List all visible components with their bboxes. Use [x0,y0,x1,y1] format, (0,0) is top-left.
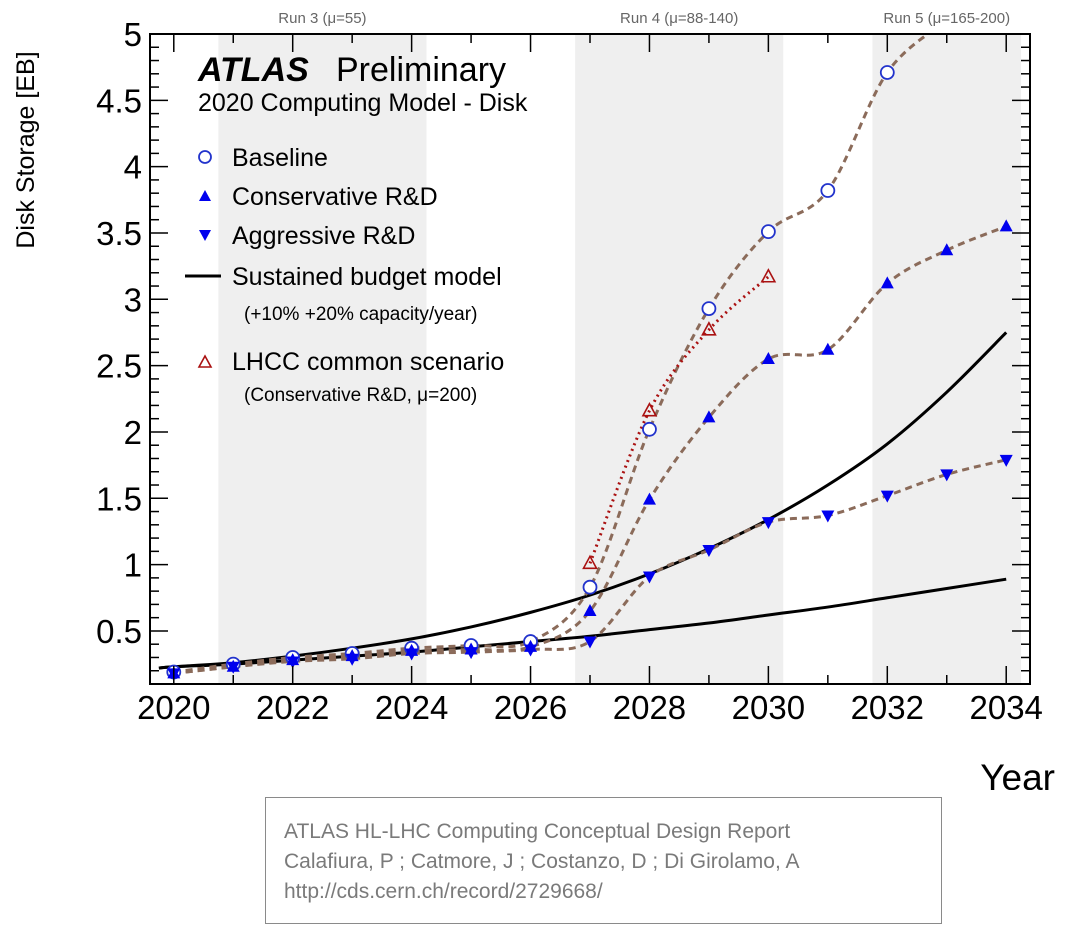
point-aggressive-r-d [226,661,240,674]
point-aggressive-r-d [405,648,419,661]
point-lhcc-common-scenario [701,321,717,336]
legend-lhcc: LHCC common scenario (Conservative R&D, … [197,348,504,406]
point-aggressive-r-d [286,656,300,669]
y-tick-label: 1.5 [96,480,142,517]
x-tick-label: 2024 [375,689,448,726]
legend-aggressive: Aggressive R&D [199,222,415,250]
legend-sublabel: (Conservative R&D, μ=200) [244,385,477,406]
point-lhcc-common-scenario [641,402,658,417]
x-axis-label: Year [980,757,1055,790]
y-tick-label: 0.5 [96,613,142,650]
y-tick-label: 2 [124,414,142,451]
legend-baseline: Baseline [198,144,328,172]
title-preliminary: Preliminary [336,51,506,89]
point-conservative-r-d [642,492,656,505]
run-label: Run 3 (μ=55) [278,10,366,27]
legend-label: LHCC common scenario [232,348,504,376]
y-tick-label: 5 [124,16,142,53]
point-conservative-r-d [821,342,835,355]
y-tick-label: 3.5 [96,215,142,252]
run-label: Run 4 (μ=88-140) [620,10,738,27]
point-baseline [820,183,836,198]
point-baseline [582,579,598,595]
x-tick-label: 2032 [851,689,924,726]
y-tick-label: 1 [124,547,142,584]
filled-triangle-down-icon [199,230,211,241]
citation-box: ATLAS HL-LHC Computing Conceptual Design… [265,797,942,924]
point-conservative-r-d [583,604,597,617]
legend-label: Baseline [232,144,328,172]
axes-layer: 2020 2022 2024 2026 2028 2030 2032 2034 0.5 1 1.5 2… [96,16,1043,726]
point-aggressive-r-d [940,469,954,482]
point-aggressive-r-d [642,571,656,584]
point-conservative-r-d [761,352,775,364]
title-atlas: ATLAS [197,51,309,89]
legend-conservative: Conservative R&D [199,183,438,211]
point-baseline [701,301,717,316]
y-axis-label: Disk Storage [EB] [12,51,40,248]
run-band [218,34,427,684]
point-lhcc-common-scenario [760,268,777,283]
point-aggressive-r-d [702,545,716,558]
point-aggressive-r-d [345,653,359,666]
y-tick-label: 3 [124,281,142,318]
run-band [872,34,1022,684]
point-aggressive-r-d [821,510,835,523]
legend: Baseline Conservative R&D Aggressive R&D… [185,144,504,406]
point-conservative-r-d [880,276,894,289]
point-baseline [879,65,895,80]
x-tick-label: 2022 [256,689,329,726]
point-conservative-r-d [940,243,954,256]
legend-sustained-budget: Sustained budget model (+10% +20% capaci… [185,263,502,325]
x-tick-label: 2028 [613,689,686,726]
point-aggressive-r-d [761,517,775,530]
legend-sublabel: (+10% +20% capacity/year) [244,304,477,325]
open-triangle-up-icon [197,354,213,368]
citation-title: ATLAS HL-LHC Computing Conceptual Design… [284,820,791,843]
citation-link: http://cds.cern.ch/record/2729668/ [284,880,603,903]
y-tick-label: 2.5 [96,348,142,385]
point-lhcc-common-scenario [582,554,598,570]
legend-label: Aggressive R&D [232,222,415,250]
filled-triangle-up-icon [199,190,211,201]
x-tick-label: 2034 [970,689,1043,726]
legend-label: Sustained budget model [232,263,502,291]
run-period-labels: Run 3 (μ=55) Run 4 (μ=88-140) Run 5 (μ=165… [278,10,1010,27]
series-line-lhcc-common-scenario [588,275,770,564]
chart-subtitle: 2020 Computing Model - Disk [198,89,528,117]
chart-title: ATLAS Preliminary 2020 Computing Model -… [197,51,528,117]
point-aggressive-r-d [524,644,538,657]
point-conservative-r-d [999,219,1013,232]
open-circle-icon [198,150,212,164]
point-aggressive-r-d [583,636,597,649]
citation-authors: Calafiura, P ; Catmore, J ; Costanzo, D … [284,850,800,873]
y-tick-label: 4 [124,149,142,186]
point-aggressive-r-d [464,647,478,660]
x-tick-label: 2030 [732,689,805,726]
legend-label: Conservative R&D [232,183,438,211]
point-aggressive-r-d [999,454,1013,467]
disk-storage-chart: Run 3 (μ=55) Run 4 (μ=88-140) Run 5 (μ=165… [12,10,1055,790]
y-tick-label: 4.5 [96,82,142,119]
point-baseline [760,224,776,240]
point-baseline [642,421,657,437]
x-tick-label: 2020 [137,689,210,726]
point-aggressive-r-d [880,490,894,503]
run-label: Run 5 (μ=165-200) [883,10,1010,27]
series-line-conservative-r-d [173,224,1007,675]
point-conservative-r-d [702,410,716,423]
run-period-bands [218,34,1022,684]
x-tick-label: 2026 [494,689,567,726]
